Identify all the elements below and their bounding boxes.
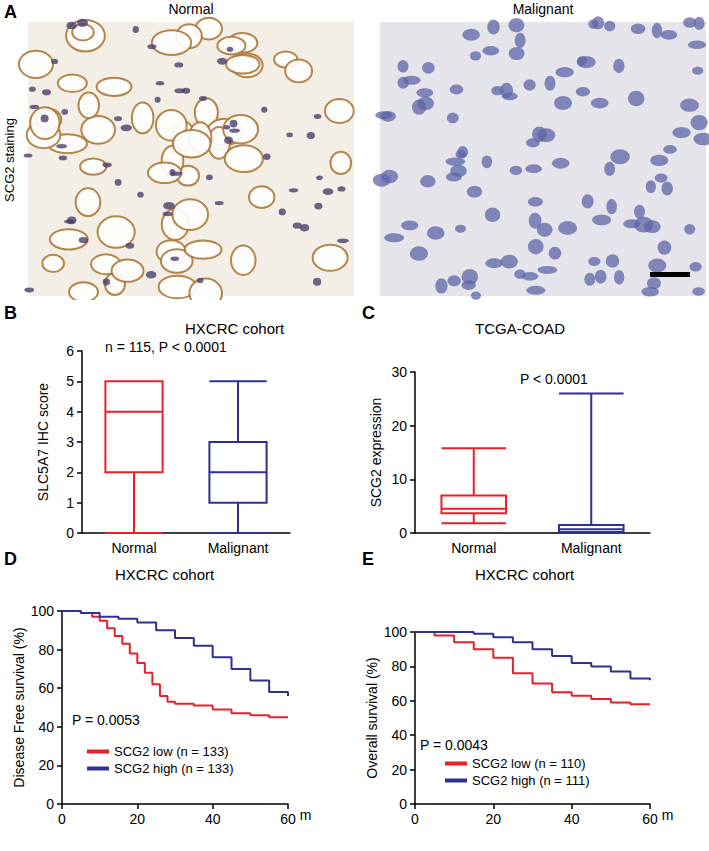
svg-text:Normal: Normal (168, 1, 213, 17)
svg-text:D: D (4, 549, 17, 569)
svg-text:0: 0 (399, 796, 407, 812)
svg-text:HXCRC cohort: HXCRC cohort (115, 566, 215, 583)
svg-text:SCG2 high (n = 111): SCG2 high (n = 111) (472, 773, 590, 788)
svg-text:SCG2 expression: SCG2 expression (368, 398, 384, 508)
svg-text:60: 60 (391, 693, 407, 709)
svg-text:0: 0 (66, 525, 74, 541)
svg-text:B: B (4, 303, 17, 323)
svg-text:Malignant: Malignant (208, 540, 269, 556)
svg-text:C: C (362, 303, 375, 323)
svg-text:P = 0.0043: P = 0.0043 (420, 737, 488, 753)
svg-text:SCG2 low (n = 133): SCG2 low (n = 133) (114, 744, 229, 759)
svg-text:1: 1 (66, 495, 74, 511)
svg-text:Overall survival (%): Overall survival (%) (364, 657, 380, 778)
svg-text:SCG2 staining: SCG2 staining (2, 118, 17, 202)
svg-text:P < 0.0001: P < 0.0001 (520, 371, 588, 387)
svg-text:P = 0.0053: P = 0.0053 (72, 712, 140, 728)
svg-text:Malignant: Malignant (561, 540, 622, 556)
svg-text:3: 3 (66, 434, 74, 450)
svg-text:60: 60 (280, 811, 296, 827)
svg-text:m: m (300, 807, 312, 823)
svg-text:Malignant: Malignant (513, 1, 574, 17)
svg-text:A: A (4, 2, 17, 22)
svg-text:100: 100 (31, 603, 55, 619)
svg-text:SCG2 high (n = 133): SCG2 high (n = 133) (114, 761, 234, 776)
svg-text:100: 100 (384, 624, 408, 640)
svg-text:SLC5A7 IHC score: SLC5A7 IHC score (35, 383, 51, 501)
svg-text:40: 40 (205, 811, 221, 827)
svg-text:20: 20 (38, 757, 54, 773)
svg-text:0: 0 (46, 796, 54, 812)
svg-text:30: 30 (391, 364, 407, 380)
svg-text:80: 80 (391, 658, 407, 674)
svg-text:0: 0 (411, 811, 419, 827)
svg-text:Normal: Normal (111, 540, 156, 556)
svg-text:80: 80 (38, 642, 54, 658)
svg-text:20: 20 (130, 811, 146, 827)
svg-text:20: 20 (391, 762, 407, 778)
svg-text:60: 60 (38, 680, 54, 696)
svg-text:Disease Free survival (%): Disease Free survival (%) (11, 627, 27, 787)
svg-text:HXCRC cohort: HXCRC cohort (185, 320, 285, 337)
svg-text:Normal: Normal (451, 540, 496, 556)
svg-text:6: 6 (66, 343, 74, 359)
svg-text:4: 4 (66, 404, 74, 420)
svg-text:40: 40 (38, 719, 54, 735)
svg-text:HXCRC cohort: HXCRC cohort (475, 566, 575, 583)
svg-text:0: 0 (58, 811, 66, 827)
svg-text:10: 10 (391, 471, 407, 487)
svg-text:E: E (362, 549, 374, 569)
svg-text:m: m (662, 807, 674, 823)
svg-text:n = 115, P < 0.0001: n = 115, P < 0.0001 (105, 339, 227, 355)
svg-text:0: 0 (399, 525, 407, 541)
svg-text:20: 20 (486, 811, 502, 827)
svg-text:40: 40 (564, 811, 580, 827)
svg-text:2: 2 (66, 464, 74, 480)
svg-text:SCG2 low (n = 110): SCG2 low (n = 110) (472, 756, 586, 771)
svg-text:60: 60 (642, 811, 658, 827)
svg-text:40: 40 (391, 727, 407, 743)
svg-text:20: 20 (391, 418, 407, 434)
svg-text:5: 5 (66, 373, 74, 389)
svg-text:TCGA-COAD: TCGA-COAD (475, 320, 565, 337)
